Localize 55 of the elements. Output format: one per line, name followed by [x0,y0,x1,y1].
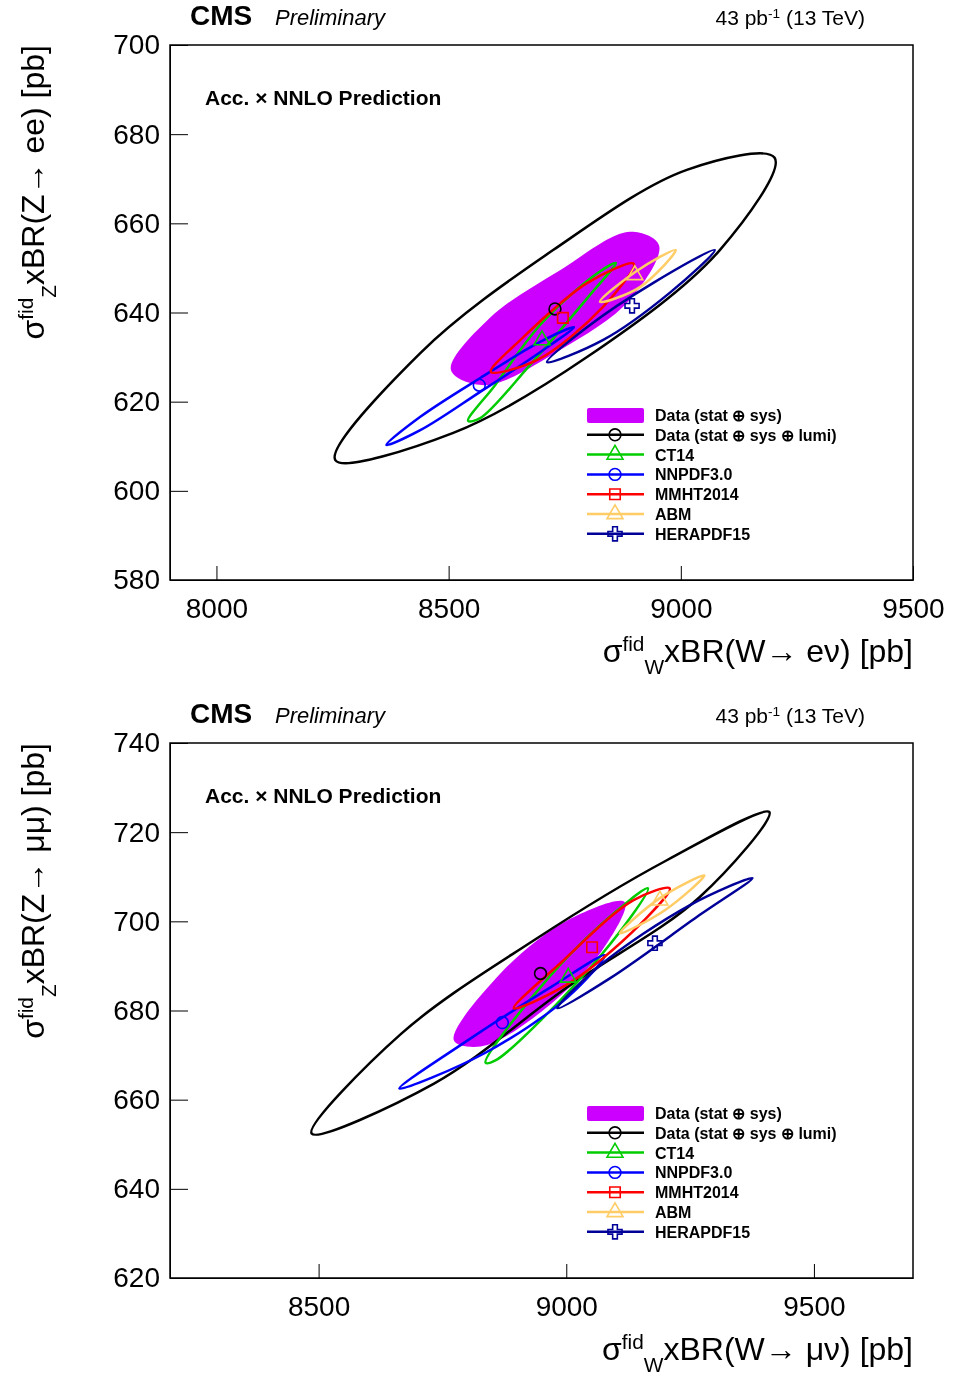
point [556,311,569,324]
legend-label: ABM [655,506,692,523]
x-tick-label: 8500 [417,592,481,624]
y-tick-label: 680 [113,994,160,1026]
legend-label: CT14 [655,1144,695,1162]
legend-label: MMHT2014 [655,1184,739,1202]
y-tick-label: 640 [113,1173,160,1205]
point [647,935,663,952]
point [533,966,548,981]
y-tick-label: 700 [113,29,160,61]
y-tick-label: 620 [113,386,160,418]
y-tick-label: 620 [113,1262,160,1294]
point [624,297,640,314]
point [472,378,486,392]
legend-label: HERAPDF15 [655,525,751,543]
y-tick-label: 700 [113,905,160,937]
y-tick-label: 660 [113,1084,160,1116]
y-tick-label: 640 [113,296,160,328]
y-tick-label: 680 [113,118,160,150]
point [585,941,599,954]
legend-label: MMHT2014 [655,486,739,504]
x-tick-label: 8000 [185,592,249,624]
text: 43 pb$^{-1}$ (13 TeV) [715,703,865,727]
y-tick-label: 720 [113,816,160,848]
chart-subtitle: Preliminary [275,5,388,30]
x-tick-label: 9000 [650,592,713,624]
y-tick-label: 740 [113,727,160,759]
legend-label: NNPDF3.0 [655,1164,733,1182]
annotation: Acc. × NNLO Prediction [205,86,442,109]
x-axis-title: σ$^{fid}$$_{W}$xBR(W→ μν) [pb] [602,1329,913,1375]
legend-label: ABM [655,1204,692,1221]
y-tick-label: 600 [113,475,160,507]
y-tick-label: 580 [113,564,160,596]
legend-label: Data (stat ⊕ sys) [655,407,782,424]
legend-label: CT14 [655,446,695,464]
point [626,265,644,281]
x-tick-label: 9500 [882,592,945,624]
legend-label: NNPDF3.0 [655,466,733,484]
y-tick-label: 660 [113,207,160,239]
legend-label: Data (stat ⊕ sys ⊕ lumi) [655,426,837,444]
legend-label: Data (stat ⊕ sys ⊕ lumi) [655,1124,837,1142]
point [548,302,562,316]
x-axis-title: σ$^{fid}$$_{W}$xBR(W→ eν) [pb] [602,631,913,678]
chart-title: CMS [190,0,253,31]
point [495,1015,510,1030]
point [533,330,551,346]
annotation: Acc. × NNLO Prediction [205,784,442,807]
x-tick-label: 9000 [535,1290,598,1322]
x-tick-label: 9500 [783,1290,846,1322]
legend-label: Data (stat ⊕ sys) [655,1105,782,1122]
text: 43 pb$^{-1}$ (13 TeV) [715,5,865,29]
chart-subtitle: Preliminary [275,703,388,728]
legend-label: HERAPDF15 [655,1223,751,1241]
chart-title: CMS [190,698,253,729]
x-tick-label: 8500 [287,1290,351,1322]
